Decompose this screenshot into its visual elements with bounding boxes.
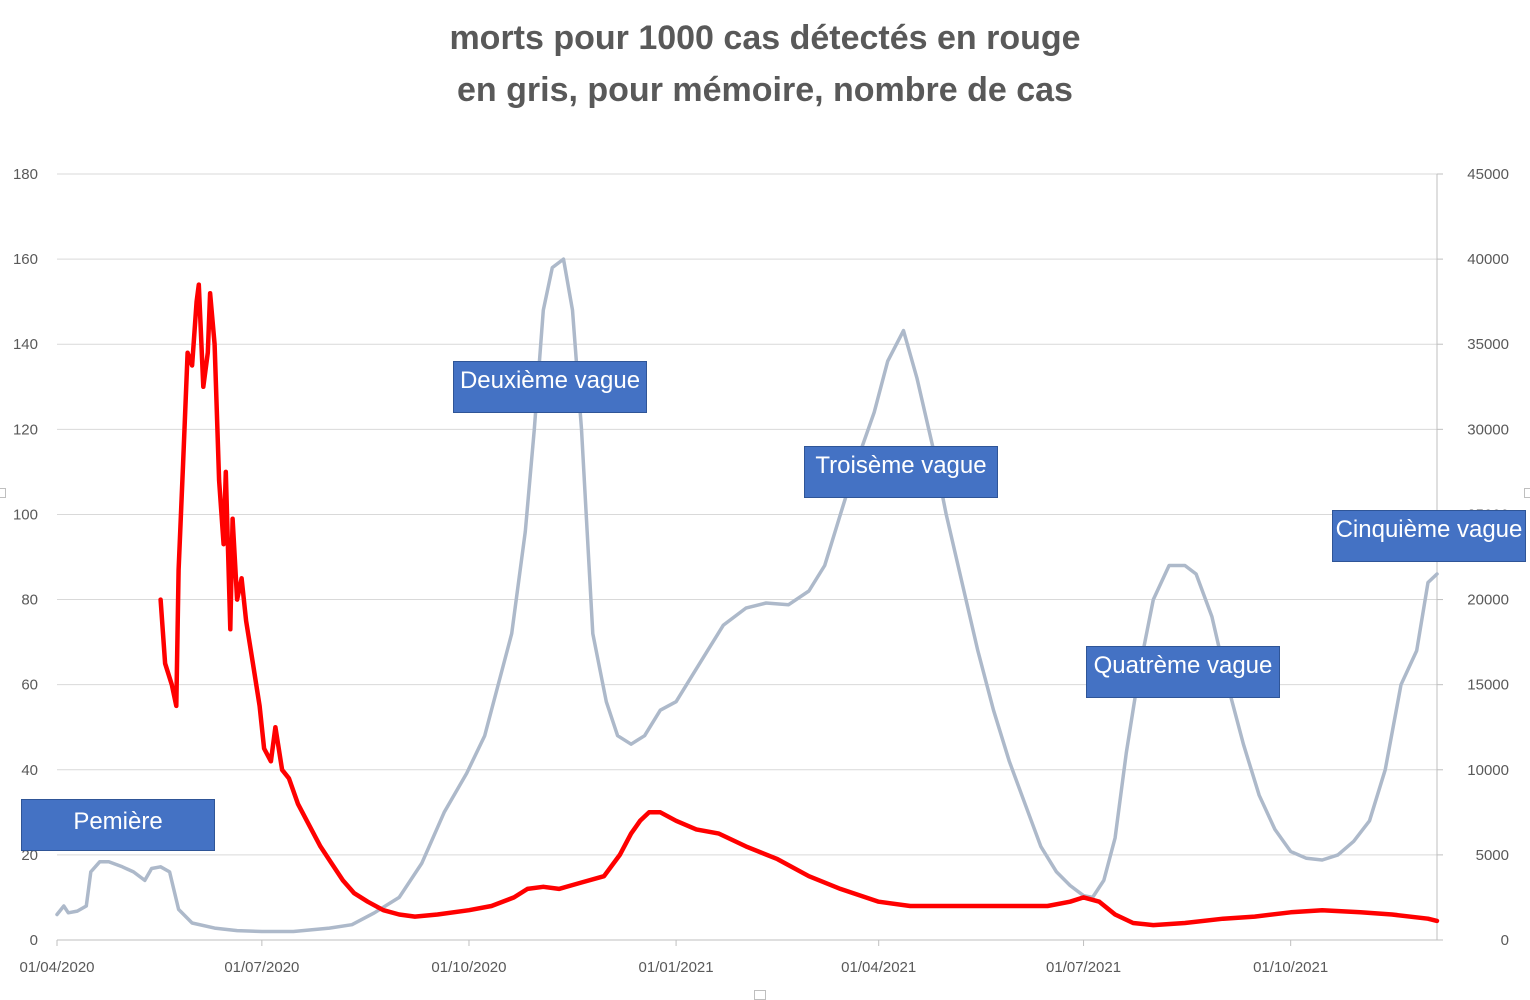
frame-handle-left[interactable]	[0, 488, 6, 498]
x-tick-label: 01/10/2020	[431, 959, 506, 976]
left-tick-label: 120	[13, 421, 38, 438]
right-tick-label: 5000	[1476, 847, 1509, 864]
frame-handle-bottom[interactable]	[754, 990, 766, 1000]
chart-title: morts pour 1000 cas détectés en rouge	[449, 19, 1081, 57]
left-tick-label: 60	[21, 677, 38, 694]
x-tick-label: 01/07/2020	[224, 959, 299, 976]
x-tick-label: 01/10/2021	[1253, 959, 1328, 976]
right-tick-label: 35000	[1467, 336, 1509, 353]
deaths-per-1000-line	[158, 282, 1440, 928]
series-lines	[55, 257, 1440, 934]
right-tick-label: 40000	[1467, 251, 1509, 268]
annotation-quatrieme[interactable]: Quatrème vague	[1086, 646, 1280, 698]
annotation-deuxieme[interactable]: Deuxième vague	[453, 361, 647, 413]
annotation-cinquieme[interactable]: Cinquième vague	[1332, 510, 1526, 562]
right-tick-label: 15000	[1467, 677, 1509, 694]
x-tick-label: 01/01/2021	[639, 959, 714, 976]
annotation-premiere[interactable]: Pemière	[21, 799, 215, 851]
x-tick-label: 01/04/2021	[841, 959, 916, 976]
gridlines	[57, 173, 1438, 941]
left-axis-ticks: 0 20 40 60 80 100 120 140 160 180	[13, 166, 38, 949]
x-axis-ticks: 01/04/2020 01/07/2020 01/10/2020 01/01/2021…	[19, 940, 1328, 976]
left-tick-label: 100	[13, 506, 38, 523]
left-tick-label: 180	[13, 166, 38, 183]
frame-handle-right[interactable]	[1524, 488, 1530, 498]
x-tick-label: 01/07/2021	[1046, 959, 1121, 976]
left-tick-label: 80	[21, 592, 38, 609]
annotation-troisieme[interactable]: Troisème vague	[804, 446, 998, 498]
left-tick-label: 20	[21, 847, 38, 864]
case-count-line	[55, 257, 1439, 934]
right-tick-label: 30000	[1467, 421, 1509, 438]
right-tick-label: 45000	[1467, 166, 1509, 183]
left-tick-label: 140	[13, 336, 38, 353]
right-tick-label: 10000	[1467, 762, 1509, 779]
right-tick-label: 20000	[1467, 592, 1509, 609]
left-tick-label: 40	[21, 762, 38, 779]
x-tick-label: 01/04/2020	[19, 959, 94, 976]
left-tick-label: 0	[30, 932, 38, 949]
left-tick-label: 160	[13, 251, 38, 268]
chart-subtitle: en gris, pour mémoire, nombre de cas	[457, 71, 1073, 109]
right-tick-label: 0	[1501, 932, 1509, 949]
